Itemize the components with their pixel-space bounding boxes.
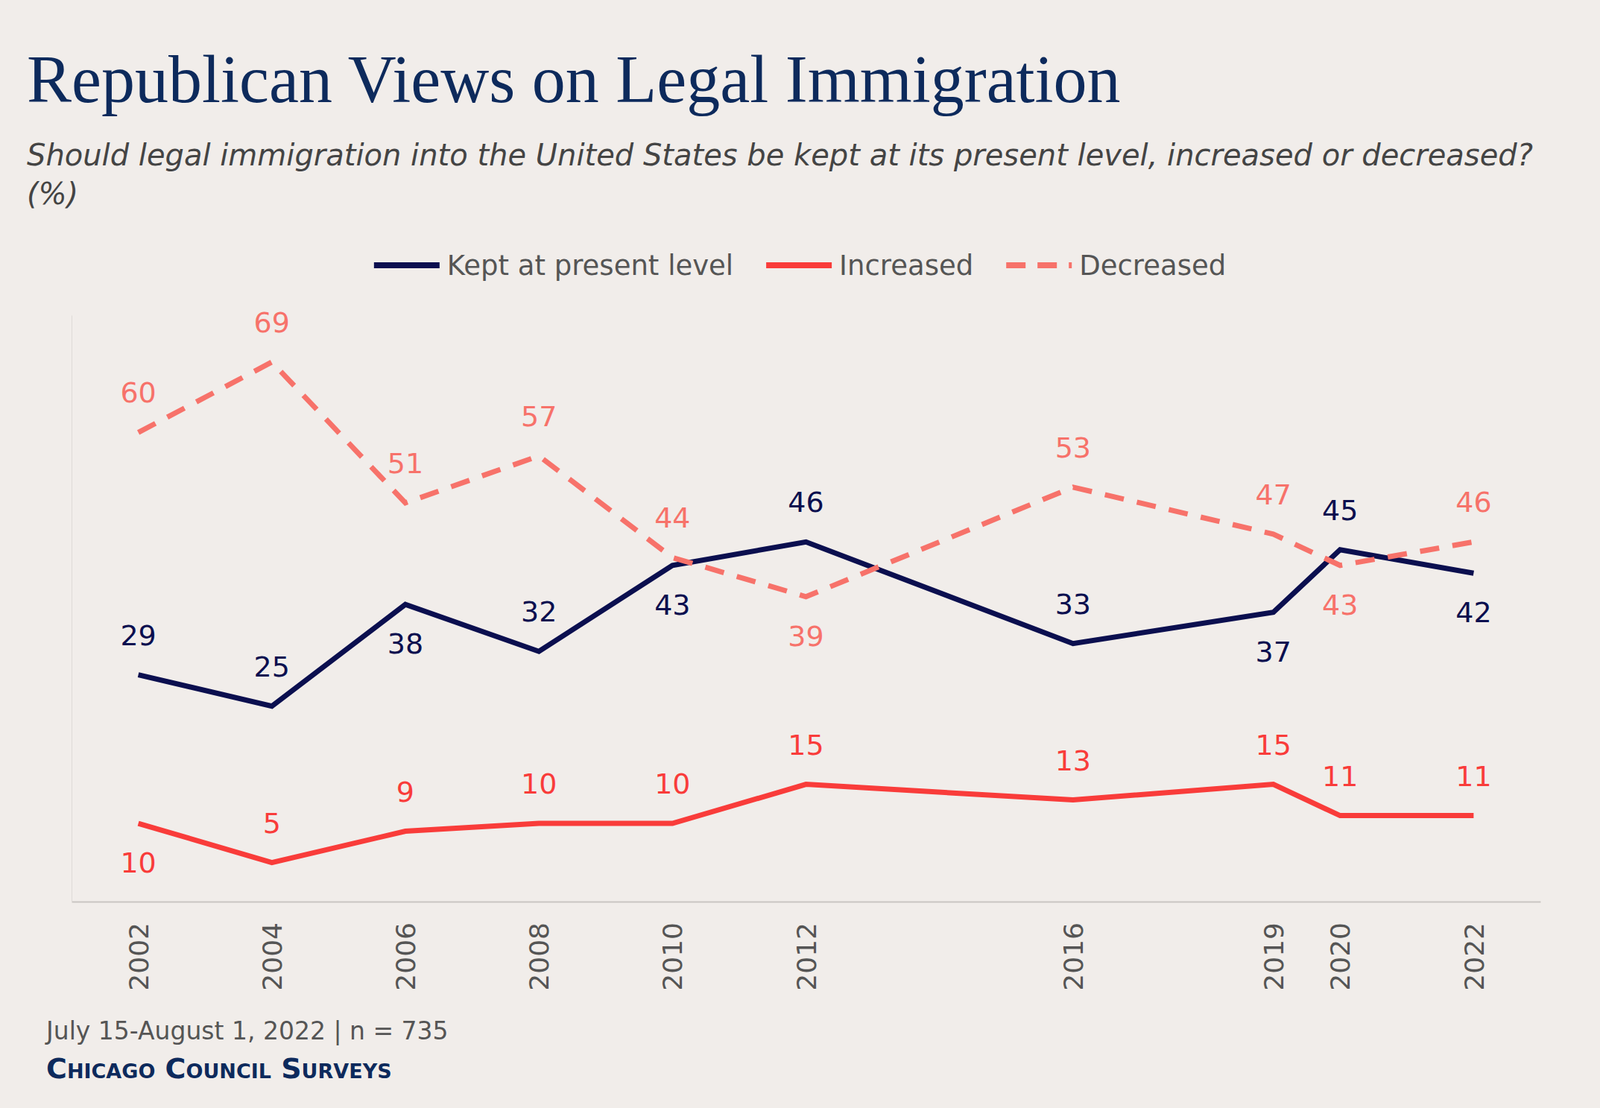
- data-label: 37: [1254, 635, 1291, 669]
- plot-area: [138, 362, 1475, 863]
- data-label: 38: [387, 627, 424, 661]
- x-tick-label: 2006: [390, 922, 422, 992]
- x-tick-label: 2010: [657, 922, 688, 992]
- legend-item: Kept at present level: [374, 249, 734, 282]
- x-tick-label: 2019: [1258, 922, 1290, 992]
- series-line: [138, 362, 1475, 597]
- x-tick-label: 2008: [523, 922, 555, 992]
- data-label: 47: [1254, 478, 1291, 512]
- data-label: 45: [1322, 494, 1358, 527]
- source: Chicago Council Surveys: [46, 1052, 392, 1086]
- axis-line: [72, 901, 1542, 904]
- subtitle: Should legal immigration into the United…: [26, 137, 1533, 211]
- data-label: 69: [254, 306, 290, 340]
- data-label: 11: [1322, 760, 1358, 793]
- data-label: 13: [1055, 744, 1092, 778]
- x-tick-label: 2012: [791, 922, 822, 992]
- title: Republican Views on Legal Immigration: [26, 42, 1121, 117]
- legend-label: Kept at present level: [447, 249, 734, 282]
- x-tick: 2019: [1258, 901, 1290, 992]
- x-tick: 2012: [791, 901, 822, 992]
- x-tick-label: 2004: [257, 922, 288, 992]
- data-label: 60: [119, 376, 156, 410]
- data-label: 51: [387, 447, 424, 480]
- x-tick: 2016: [1058, 901, 1089, 992]
- data-label: 15: [787, 728, 824, 762]
- data-label: 15: [1254, 728, 1291, 762]
- data-label: 39: [787, 620, 824, 653]
- chart: Republican Views on Legal Immigration Sho…: [0, 0, 1600, 1108]
- x-tick: 2020: [1325, 901, 1356, 992]
- x-tick: 2008: [523, 901, 555, 992]
- data-label: 44: [654, 501, 691, 535]
- subtitle-line: (%): [26, 176, 79, 211]
- x-tick: 2006: [390, 901, 422, 992]
- x-tick: 2004: [257, 901, 288, 992]
- legend: Kept at present level Increased Decreased: [374, 249, 1226, 282]
- data-label: 46: [1455, 485, 1492, 519]
- legend-item: Increased: [766, 249, 974, 282]
- data-label: 46: [787, 485, 824, 519]
- data-label: 9: [396, 775, 415, 809]
- data-label: 10: [520, 767, 557, 801]
- x-tick-label: 2016: [1058, 922, 1089, 992]
- y-axis: [71, 315, 73, 903]
- axis-line: [71, 315, 73, 903]
- legend-item: Decreased: [1006, 249, 1226, 282]
- legend-label: Increased: [839, 249, 974, 282]
- x-tick-label: 2002: [123, 922, 155, 992]
- x-tick-label: 2022: [1459, 922, 1490, 992]
- data-label: 57: [520, 400, 557, 433]
- series-line: [138, 541, 1475, 706]
- data-label: 32: [520, 595, 557, 629]
- data-label: 53: [1055, 431, 1092, 465]
- data-label: 10: [119, 846, 156, 880]
- data-label: 43: [1322, 588, 1358, 622]
- legend-label: Decreased: [1079, 249, 1226, 282]
- legend-swatch: [1006, 262, 1072, 269]
- data-label: 33: [1055, 587, 1092, 621]
- note: July 15-August 1, 2022 | n = 735: [44, 1016, 449, 1046]
- subtitle-line: Should legal immigration into the United…: [26, 137, 1533, 173]
- data-label: 29: [119, 619, 156, 653]
- x-axis: 2002 2004 2006 2008 2010 2012 2016 2019 2020 2022: [72, 901, 1542, 992]
- data-label: 10: [654, 767, 691, 801]
- x-tick: 2002: [123, 901, 155, 992]
- data-label: 42: [1455, 596, 1492, 629]
- x-tick-label: 2020: [1325, 922, 1356, 992]
- data-label: 25: [254, 650, 290, 684]
- legend-swatch: [766, 262, 832, 269]
- series-line: [138, 784, 1475, 863]
- x-tick: 2022: [1459, 901, 1490, 992]
- legend-swatch: [374, 262, 440, 269]
- x-tick: 2010: [657, 901, 688, 992]
- data-labels: 29 25 38 32 43 46 33 37 45 42 10 5 9 10 10 15 13 15 11 11 60…: [119, 306, 1492, 880]
- data-label: 11: [1455, 760, 1492, 793]
- data-label: 5: [263, 807, 281, 840]
- background: [0, 0, 1600, 1108]
- data-label: 43: [654, 588, 691, 622]
